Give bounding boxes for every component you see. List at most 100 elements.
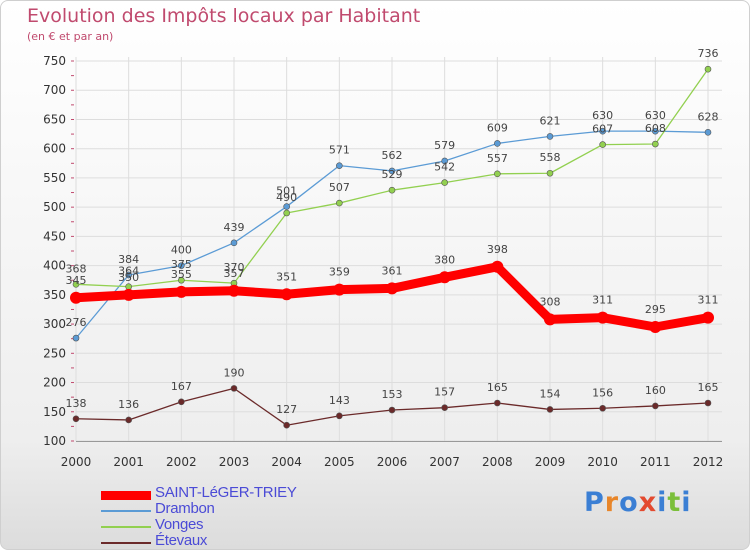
data-point — [599, 404, 606, 412]
data-point — [704, 399, 712, 407]
data-label: 607 — [592, 123, 613, 136]
data-point — [652, 127, 659, 135]
data-point — [494, 399, 501, 407]
data-point — [599, 127, 606, 135]
data-point — [494, 170, 501, 178]
data-label: 361 — [382, 264, 403, 277]
data-label: 357 — [224, 267, 245, 280]
legend-swatch — [101, 491, 151, 500]
x-tick-label: 2004 — [271, 455, 302, 469]
data-point — [280, 288, 293, 301]
x-tick-label: 2006 — [377, 455, 408, 469]
data-point — [125, 416, 132, 424]
data-label: 351 — [276, 270, 297, 283]
data-label: 165 — [487, 381, 508, 394]
x-tick-label: 2003 — [219, 455, 250, 469]
data-point — [546, 406, 554, 413]
data-point — [388, 186, 396, 194]
x-tick-label: 2001 — [113, 455, 144, 469]
y-tick-label: 150 — [43, 405, 66, 419]
x-tick-label: 2010 — [587, 455, 618, 469]
data-label: 364 — [118, 265, 139, 278]
grid-lines — [75, 57, 722, 442]
data-label: 370 — [224, 261, 245, 274]
data-point — [230, 385, 238, 392]
data-point — [388, 406, 396, 414]
data-label: 160 — [645, 384, 666, 397]
data-point — [125, 283, 132, 290]
legend-label: Étevaux — [155, 532, 208, 549]
data-point — [704, 65, 712, 73]
data-point — [386, 282, 398, 295]
data-label: 276 — [66, 316, 87, 329]
data-point — [178, 276, 185, 284]
data-point — [546, 169, 554, 177]
data-label: 375 — [171, 258, 192, 271]
y-tick-label: 350 — [43, 288, 66, 302]
data-label: 311 — [592, 294, 613, 307]
data-label: 630 — [645, 109, 666, 122]
data-point — [336, 162, 343, 169]
y-tick-label: 750 — [43, 54, 66, 68]
data-label: 167 — [171, 380, 192, 393]
data-label: 136 — [118, 398, 139, 411]
y-tick-label: 700 — [43, 83, 66, 97]
data-label: 311 — [698, 294, 719, 307]
data-label: 558 — [540, 151, 561, 164]
data-point — [441, 157, 448, 165]
logo-letter: i — [657, 487, 668, 518]
data-point — [438, 271, 451, 284]
data-label: 368 — [66, 262, 87, 275]
data-label: 501 — [276, 185, 297, 198]
axes: 100 150 200 250 300 350 400 450 500 550 600 650 700 7… — [43, 54, 723, 469]
legend-label: Vonges — [155, 516, 204, 533]
data-label: 154 — [540, 387, 561, 400]
data-labels: 276 384 400 439 501 571 562 579 609 621 630 630 628 3… — [66, 47, 719, 416]
data-label: 398 — [487, 243, 508, 256]
data-label: 439 — [224, 221, 245, 234]
logo-letter: o — [619, 487, 639, 518]
data-label: 143 — [329, 394, 350, 407]
legend-label: Drambon — [155, 500, 215, 517]
y-tick-label: 250 — [43, 346, 66, 360]
data-label: 609 — [487, 121, 508, 134]
data-point — [178, 398, 185, 406]
data-label: 579 — [434, 139, 455, 152]
y-tick-label: 400 — [43, 259, 66, 273]
data-point — [336, 412, 343, 420]
data-point — [546, 133, 554, 140]
y-tick-label: 200 — [43, 376, 66, 390]
data-point — [283, 421, 290, 429]
logo-letter: r — [604, 487, 620, 518]
data-point — [178, 262, 185, 269]
logo-letter: i — [681, 487, 692, 518]
y-tick-label: 550 — [43, 171, 66, 185]
chart-title: Evolution des Impôts locaux par Habitant — [27, 5, 421, 27]
data-label: 127 — [276, 403, 297, 416]
chart-subtitle: (en € et par an) — [27, 30, 114, 43]
logo-letter: x — [638, 487, 658, 518]
data-point — [333, 283, 346, 296]
y-tick-label: 500 — [43, 200, 66, 214]
y-tick-label: 600 — [43, 142, 66, 156]
data-point — [175, 285, 188, 298]
x-tick-label: 2009 — [535, 455, 566, 469]
data-label: 156 — [592, 386, 613, 399]
data-point — [494, 140, 501, 147]
data-label: 621 — [540, 114, 561, 127]
data-point — [491, 260, 504, 273]
data-point — [72, 334, 80, 342]
data-point — [441, 179, 448, 186]
data-point — [70, 291, 82, 304]
data-label: 507 — [329, 181, 350, 194]
data-point — [72, 281, 80, 288]
data-point — [441, 404, 448, 411]
data-label: 400 — [171, 244, 192, 257]
legend-swatch — [101, 510, 151, 512]
data-label: 529 — [382, 168, 403, 181]
x-tick-label: 2008 — [482, 455, 513, 469]
data-label: 630 — [592, 109, 613, 122]
data-point — [230, 239, 238, 247]
legend-label: SAINT-LéGER-TRIEY — [155, 484, 297, 501]
